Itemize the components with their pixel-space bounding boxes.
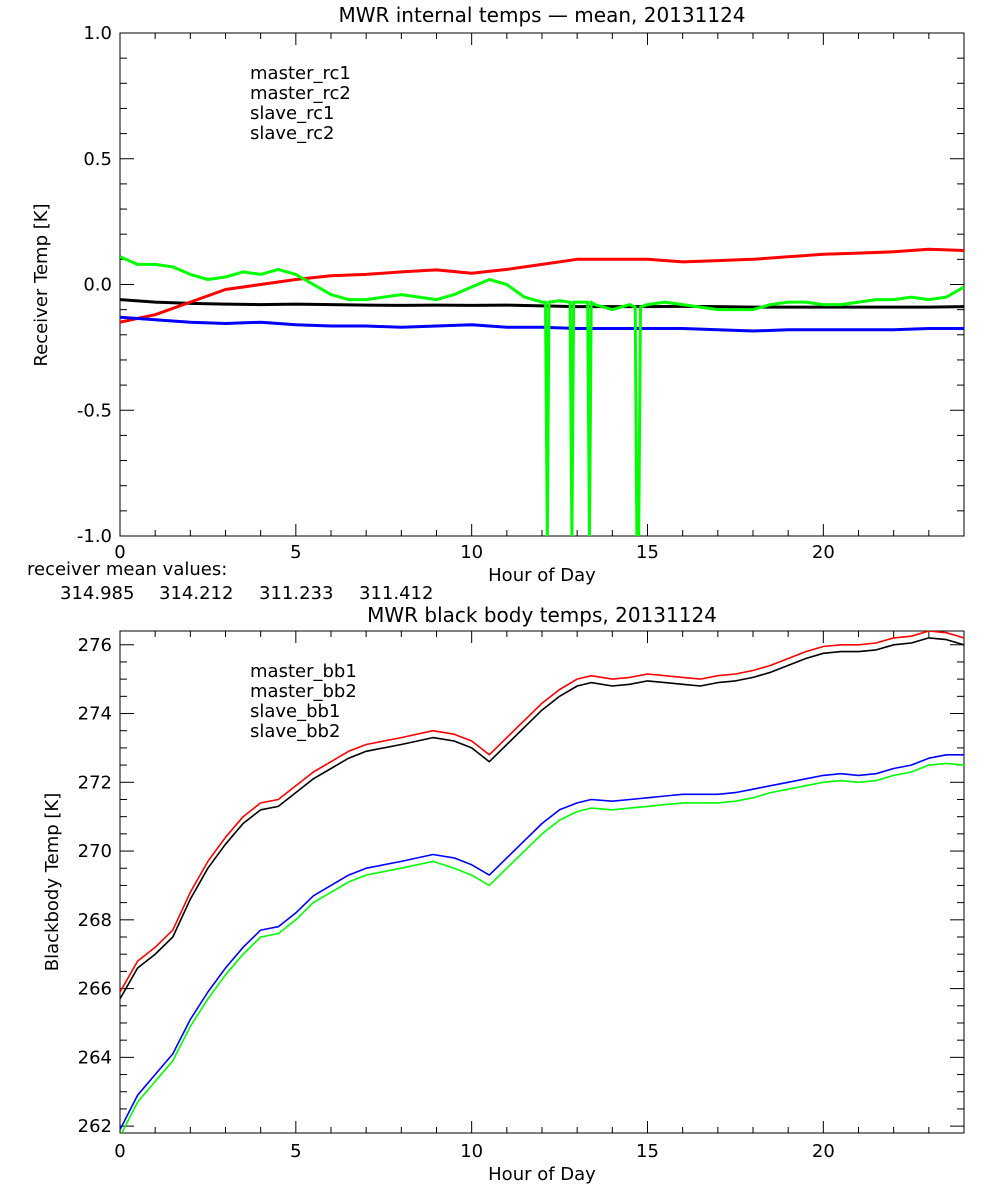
x-tick-label: 0 xyxy=(114,542,125,563)
y-tick-label: -1.0 xyxy=(77,526,112,547)
receiver-temp-panel: MWR internal temps — mean, 20131124 0 5 10… xyxy=(27,3,965,604)
plot-frame xyxy=(119,32,965,537)
legend-entry: master_rc1 xyxy=(250,63,351,84)
x-tick-label: 20 xyxy=(812,542,835,563)
series-line-master-rc1 xyxy=(120,298,964,309)
legend: master_bb1 master_bb2 slave_bb1 slave_bb… xyxy=(250,661,357,742)
y-axis-label: Receiver Temp [K] xyxy=(31,203,52,366)
series-lines xyxy=(120,247,964,536)
y-tick-label: 1.0 xyxy=(83,23,112,44)
legend-entry: slave_rc1 xyxy=(250,103,335,124)
x-axis-label: Hour of Day xyxy=(488,565,596,586)
y-tick-label: 272 xyxy=(78,772,112,793)
mean-value-master-rc1: 314.985 xyxy=(60,583,134,604)
blackbody-temp-panel: MWR black body temps, 20131124 0 5 10 15 20 2… xyxy=(42,603,965,1185)
x-axis-label: Hour of Day xyxy=(488,1164,596,1185)
mean-values-label: receiver mean values: xyxy=(27,559,227,580)
x-tick-label: 20 xyxy=(812,1141,835,1162)
axis-ticks: 0 5 10 15 20 262 264 266 268 270 272 274 276 xyxy=(78,631,965,1162)
y-tick-label: 264 xyxy=(78,1047,112,1068)
y-tick-label: 268 xyxy=(78,910,112,931)
series-line-slave-rc2 xyxy=(120,255,964,536)
y-tick-label: 262 xyxy=(78,1116,112,1137)
series-line-slave-bb2 xyxy=(120,762,964,1133)
x-tick-label: 10 xyxy=(460,1141,483,1162)
mean-value-slave-rc2: 311.412 xyxy=(359,583,433,604)
x-tick-label: 0 xyxy=(114,1141,125,1162)
axis-ticks: 0 5 10 15 20 -1.0 -0.5 0.0 0.5 1.0 xyxy=(77,23,965,563)
y-tick-label: 0.5 xyxy=(83,149,112,170)
x-tick-label: 5 xyxy=(290,1141,301,1162)
x-tick-label: 15 xyxy=(636,542,659,563)
plot-frame xyxy=(119,630,965,1134)
x-tick-label: 10 xyxy=(460,542,483,563)
y-tick-label: -0.5 xyxy=(77,400,112,421)
y-tick-label: 270 xyxy=(78,841,112,862)
x-tick-label: 15 xyxy=(636,1141,659,1162)
series-lines xyxy=(120,631,964,1133)
y-tick-label: 276 xyxy=(78,635,112,656)
legend-entry: slave_rc2 xyxy=(250,123,335,144)
receiver-mean-values: receiver mean values: 314.985 314.212 31… xyxy=(27,559,433,604)
legend-entry: slave_bb1 xyxy=(250,701,340,722)
y-axis-label: Blackbody Temp [K] xyxy=(42,793,63,971)
mean-value-master-rc2: 314.212 xyxy=(159,583,233,604)
series-line-master-bb2 xyxy=(120,631,964,993)
mean-value-slave-rc1: 311.233 xyxy=(259,583,333,604)
series-line-master-rc2 xyxy=(120,247,964,324)
y-tick-label: 274 xyxy=(78,704,112,725)
y-tick-label: 266 xyxy=(78,979,112,1000)
y-tick-label: 0.0 xyxy=(83,275,112,296)
legend-entry: slave_bb2 xyxy=(250,721,340,742)
legend-entry: master_rc2 xyxy=(250,83,351,104)
series-line-slave-rc1 xyxy=(120,315,964,333)
series-line-master-bb1 xyxy=(120,637,964,1000)
series-line-slave-bb1 xyxy=(120,753,964,1130)
legend: master_rc1 master_rc2 slave_rc1 slave_rc… xyxy=(250,63,351,144)
chart-title: MWR internal temps — mean, 20131124 xyxy=(338,3,745,27)
legend-entry: master_bb1 xyxy=(250,661,357,682)
chart-title: MWR black body temps, 20131124 xyxy=(367,603,717,627)
legend-entry: master_bb2 xyxy=(250,681,357,702)
x-tick-label: 5 xyxy=(290,542,301,563)
